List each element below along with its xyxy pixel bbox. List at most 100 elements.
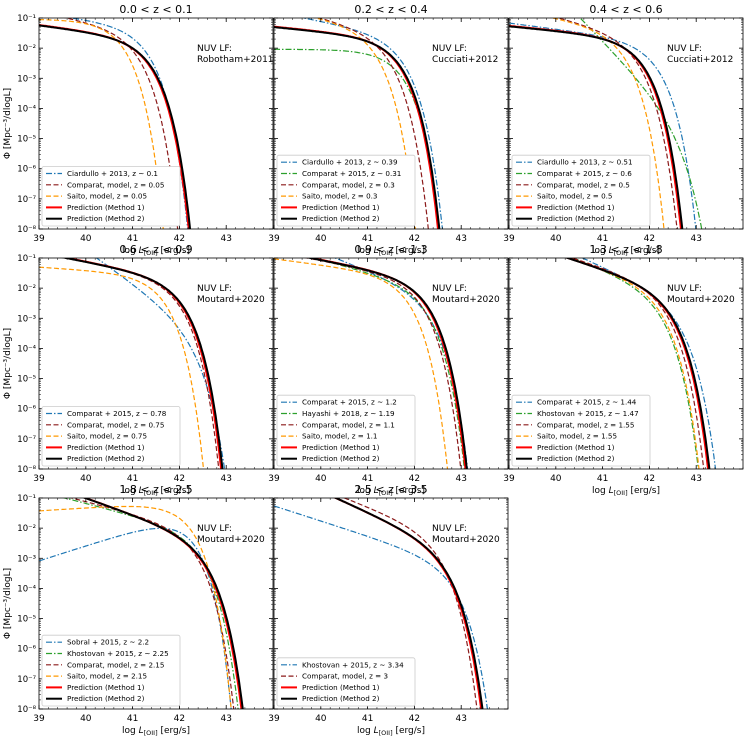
legend-label: Prediction (Method 2) [537, 454, 615, 463]
panel-5: 0.9 < z < 1.3 39 40 41 42 43 log L[OII] [erg/s… [268, 243, 509, 497]
legend-label: Saito, model, z = 1.55 [537, 432, 617, 441]
series-line-1 [274, 505, 489, 709]
x-axis-label-L: L [139, 246, 144, 256]
x-axis-label: log L[OII] [erg/s] [122, 486, 190, 497]
series-line-3 [39, 19, 164, 229]
x-axis-label-sub: [OII] [614, 249, 628, 257]
legend-label: Saito, model, z = 2.15 [67, 672, 147, 681]
panel-frame [273, 257, 509, 470]
legend-label: Khostovan + 2015, z ~ 2.25 [67, 649, 169, 658]
x-tick-label: 40 [80, 234, 92, 244]
x-axis-label-unit: [erg/s] [158, 486, 190, 496]
x-tick-label: 41 [362, 234, 373, 244]
panel-title: 0.6 < z < 0.9 [119, 243, 192, 256]
x-tick-label: 42 [174, 474, 185, 484]
panel-frame [273, 497, 509, 710]
y-tick-label: 10⁻⁶ [17, 405, 36, 415]
panel-frame [38, 497, 274, 710]
series-line-6 [82, 498, 244, 709]
x-axis-label-sub: [OII] [144, 729, 158, 737]
legend-box [41, 166, 181, 227]
legend-label: Saito, model, z = 1.1 [302, 432, 378, 441]
x-tick-label: 42 [174, 714, 185, 724]
series-line-2 [62, 498, 239, 709]
panel-2: 0.2 < z < 0.4 39 40 41 42 43 log L[OII] [erg/s… [268, 3, 509, 257]
x-tick-label: 39 [503, 234, 515, 244]
panel-title: 0.4 < z < 0.6 [589, 3, 662, 16]
x-axis-label-L: L [609, 486, 614, 496]
x-tick-label: 42 [174, 234, 185, 244]
panel-8: 2.5 < z < 3.5 39 40 41 42 43 log L[OII] [erg/s… [268, 483, 509, 737]
panel-title: 1.8 < z < 2.5 [119, 483, 192, 496]
series-line-2 [274, 48, 441, 229]
panel-4: 0.6 < z < 0.9 39 40 41 42 43 10⁻⁸ 10⁻⁷ 10⁻⁶ 10⁻⁵ 1… [3, 243, 274, 497]
series-line-1 [300, 18, 444, 229]
legend-label: Saito, model, z = 0.3 [302, 192, 378, 201]
x-tick-label: 43 [455, 234, 466, 244]
panel-7: 1.8 < z < 2.5 39 40 41 42 43 10⁻⁸ 10⁻⁷ 10⁻⁶ 10⁻⁵ 1… [3, 483, 274, 737]
panel-title: 2.5 < z < 3.5 [354, 483, 427, 496]
panel-6: 1.3 < z < 1.8 39 40 41 42 43 log L[OII] [erg/s… [503, 243, 744, 497]
x-tick-label: 41 [127, 714, 138, 724]
panel-curves [39, 18, 192, 229]
x-tick-label: 40 [550, 474, 562, 484]
y-tick-label: 10⁻¹ [17, 14, 36, 24]
series-line-4 [565, 258, 700, 469]
legend-label: Ciardullo + 2013, z ~ 0.51 [537, 158, 633, 167]
y-tick-label: 10⁻⁶ [17, 165, 36, 175]
legend-label: Prediction (Method 2) [302, 454, 380, 463]
panel-frame [508, 17, 744, 230]
legend-label: Comparat, model, z = 3 [302, 672, 388, 681]
panel-title: 0.2 < z < 0.4 [354, 3, 427, 16]
x-tick-label: 41 [362, 474, 373, 484]
legend-box [511, 394, 651, 467]
legend-label: Comparat, model, z = 0.75 [67, 420, 164, 429]
x-axis-label-sub: [OII] [144, 489, 158, 497]
series-line-2 [63, 18, 179, 229]
legend-label: Prediction (Method 1) [67, 203, 145, 212]
panel-annotation: Moutard+2020 [197, 295, 265, 305]
legend-label: Prediction (Method 1) [302, 443, 380, 452]
legend-label: Khostovan + 2015, z ~ 3.34 [302, 660, 404, 669]
panel-curves [274, 498, 489, 709]
x-tick-label: 41 [127, 474, 138, 484]
panel-annotation: Moutard+2020 [667, 295, 735, 305]
panel-curves [564, 258, 717, 469]
x-axis-label: log L[OII] [erg/s] [357, 486, 425, 497]
y-tick-label: 10⁻⁵ [17, 615, 36, 625]
panel-annotation: NUV LF: [197, 44, 232, 54]
x-tick-label: 39 [33, 714, 45, 724]
panel-annotation: Moutard+2020 [432, 535, 500, 545]
x-tick-label: 42 [409, 234, 420, 244]
x-tick-label: 43 [455, 714, 466, 724]
legend-label: Comparat + 2015, z ~ 0.78 [67, 409, 167, 418]
y-tick-label: 10⁻⁵ [17, 375, 36, 385]
x-axis-label-unit: [erg/s] [628, 486, 660, 496]
panel-curves [39, 498, 244, 709]
y-axis-label: Φ [Mpc⁻³/dlogL] [3, 568, 13, 639]
legend-label: Comparat + 2015, z ~ 0.31 [302, 169, 401, 178]
legend-label: Prediction (Method 2) [67, 694, 145, 703]
panel-annotation: NUV LF: [667, 284, 702, 294]
legend-label: Prediction (Method 2) [67, 454, 145, 463]
panel-annotation: Cucciati+2012 [667, 55, 733, 65]
x-tick-label: 40 [315, 714, 327, 724]
x-axis-label-sub: [OII] [144, 249, 158, 257]
panel-annotation: NUV LF: [197, 524, 232, 534]
x-tick-label: 39 [33, 474, 45, 484]
x-axis-label-unit: [erg/s] [158, 726, 190, 736]
x-tick-label: 43 [220, 714, 231, 724]
legend-label: Prediction (Method 2) [537, 214, 615, 223]
series-line-6 [305, 258, 468, 469]
panel-title: 0.0 < z < 0.1 [119, 3, 192, 16]
x-tick-label: 41 [362, 714, 373, 724]
legend-label: Comparat, model, z = 0.05 [67, 180, 164, 189]
legend-label: Comparat, model, z = 0.3 [302, 180, 395, 189]
panel-title: 0.9 < z < 1.3 [354, 243, 427, 256]
y-tick-label: 10⁻⁴ [17, 344, 36, 354]
y-tick-label: 10⁻³ [17, 314, 36, 324]
x-axis-label: log L[OII] [erg/s] [122, 246, 190, 257]
y-tick-label: 10⁻⁷ [17, 195, 36, 205]
x-tick-label: 39 [268, 474, 280, 484]
panel-annotation: Moutard+2020 [197, 535, 265, 545]
